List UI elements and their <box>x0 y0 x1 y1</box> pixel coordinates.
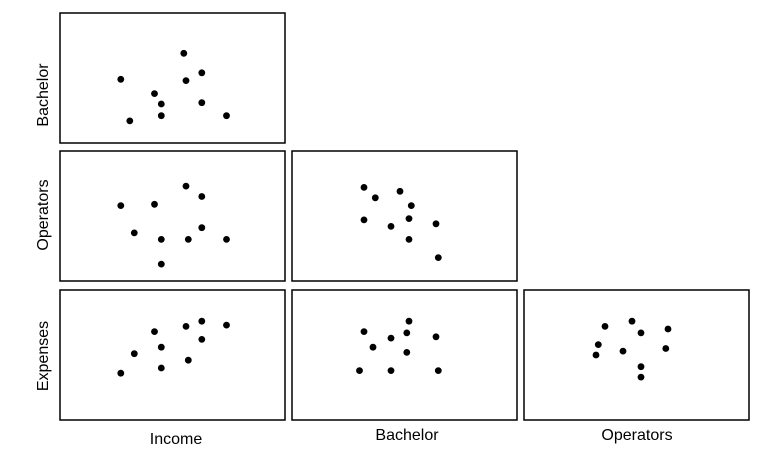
panels-layer <box>59 12 750 421</box>
data-point <box>356 367 363 374</box>
data-point <box>432 333 440 341</box>
panel-frame <box>523 289 750 421</box>
data-point <box>360 216 368 224</box>
panel-bachelor-vs-income <box>59 12 286 144</box>
data-point <box>594 341 602 348</box>
data-point <box>198 193 206 200</box>
panel-operators-vs-income <box>59 150 286 282</box>
data-point <box>184 356 192 364</box>
data-point <box>117 75 125 83</box>
data-point <box>387 367 395 374</box>
data-point <box>405 215 413 223</box>
data-point <box>369 343 377 351</box>
data-point <box>662 345 670 352</box>
data-point <box>592 351 600 359</box>
data-point <box>664 325 672 333</box>
data-point <box>157 112 165 120</box>
panel-frame <box>59 289 286 421</box>
data-point <box>628 317 636 325</box>
data-point <box>387 223 395 230</box>
y-label-expenses: Expenses <box>35 321 52 391</box>
data-point <box>637 329 645 337</box>
data-point <box>405 317 413 325</box>
data-point <box>371 194 379 202</box>
data-point <box>182 323 190 330</box>
data-point <box>360 328 368 335</box>
data-point <box>387 334 395 342</box>
data-point <box>396 187 404 195</box>
data-point <box>434 254 442 261</box>
data-point <box>434 367 442 374</box>
data-point <box>157 236 165 243</box>
data-point <box>223 112 230 120</box>
y-label-operators: Operators <box>35 179 52 250</box>
data-point <box>198 336 206 343</box>
panel-operators-vs-bachelor <box>291 150 518 282</box>
panel-frame <box>291 150 518 282</box>
data-point <box>619 347 627 355</box>
data-point <box>223 321 230 329</box>
data-point <box>130 229 138 237</box>
data-point <box>403 329 411 337</box>
data-point <box>182 77 190 84</box>
data-point <box>601 323 609 330</box>
data-point <box>403 349 411 356</box>
data-point <box>151 90 158 97</box>
panel-frame <box>59 12 286 144</box>
data-point <box>157 100 165 108</box>
data-point <box>637 373 645 381</box>
data-point <box>157 364 165 372</box>
data-point <box>157 260 165 268</box>
data-point <box>151 200 158 208</box>
panel-expenses-vs-income <box>59 289 286 421</box>
x-label-bachelor: Bachelor <box>375 427 439 444</box>
data-point <box>117 202 125 210</box>
data-point <box>151 328 158 335</box>
y-label-bachelor: Bachelor <box>35 63 52 127</box>
data-point <box>198 99 206 107</box>
x-label-operators: Operators <box>601 427 672 444</box>
data-point <box>130 350 138 358</box>
data-point <box>407 202 415 210</box>
data-point <box>223 236 230 243</box>
data-point <box>198 69 206 77</box>
data-point <box>432 220 440 228</box>
panel-expenses-vs-bachelor <box>291 289 518 421</box>
data-point <box>360 184 368 191</box>
data-point <box>184 236 192 243</box>
panel-frame <box>291 289 518 421</box>
data-point <box>182 182 190 190</box>
panel-expenses-vs-operators <box>523 289 750 421</box>
data-point <box>126 117 134 125</box>
panel-frame <box>59 150 286 282</box>
data-point <box>405 236 413 243</box>
data-point <box>157 343 165 351</box>
data-point <box>198 317 206 325</box>
data-point <box>180 49 188 57</box>
data-point <box>117 369 125 377</box>
x-label-income: Income <box>150 431 203 448</box>
data-point <box>637 363 645 371</box>
data-point <box>198 224 206 232</box>
